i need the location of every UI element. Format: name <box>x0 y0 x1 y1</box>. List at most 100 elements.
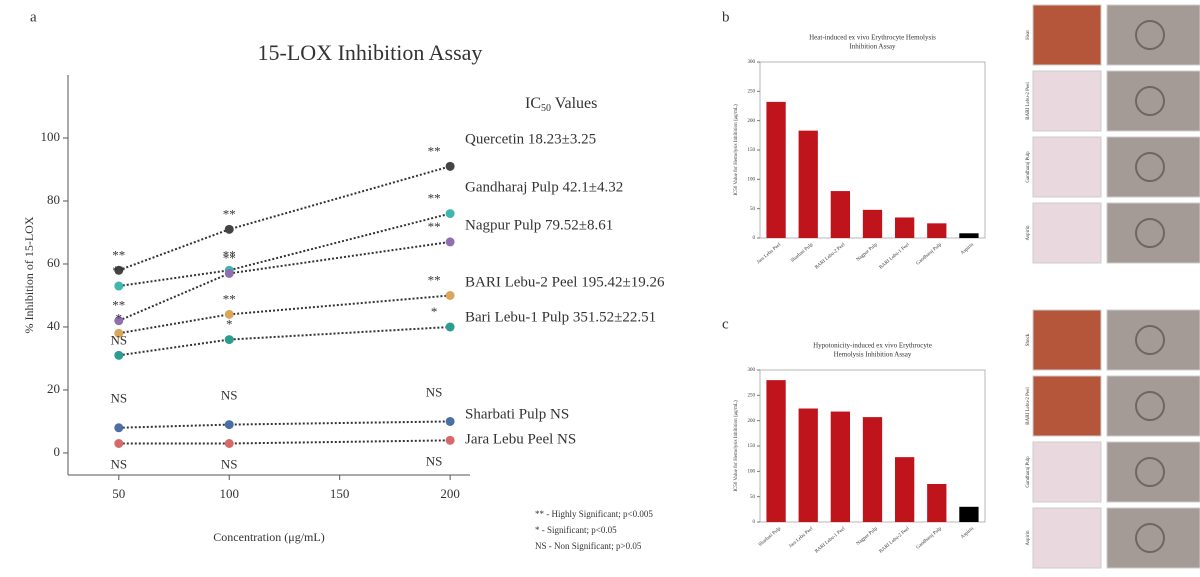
significance-label: NS <box>110 332 127 347</box>
data-point <box>114 439 123 448</box>
significance-label: ** <box>428 191 441 206</box>
micrograph-left <box>1033 442 1101 502</box>
chart-title: 15-LOX Inhibition Assay <box>258 40 483 65</box>
y-tick-label: 300 <box>748 368 756 373</box>
bar <box>799 409 818 522</box>
data-point <box>446 237 455 246</box>
significance-label: NS <box>110 391 127 406</box>
significance-label: NS <box>110 456 127 471</box>
micrograph-label: Aspirin <box>1026 530 1031 546</box>
micrograph-left <box>1033 376 1101 436</box>
significance-label: * <box>431 304 438 319</box>
significance-label: ** <box>223 291 236 306</box>
chart-title: Hemolysis Inhibition Assay <box>834 351 912 359</box>
bar <box>831 191 850 238</box>
legend-entry: Nagpur Pulp 79.52±8.61 <box>465 217 613 233</box>
y-tick-label: 20 <box>47 381 60 396</box>
micrograph-left <box>1033 203 1101 263</box>
significance-label: NS <box>221 456 238 471</box>
y-axis-label: % Inhibition of 15-LOX <box>22 216 36 333</box>
panel-label: c <box>722 316 729 332</box>
x-tick-label: 200 <box>440 486 460 501</box>
data-point <box>114 423 123 432</box>
legend-entry: Jara Lebu Peel NS <box>465 431 576 447</box>
micrograph-label: Aspirin <box>1026 225 1031 241</box>
significance-label: ** <box>223 250 236 265</box>
y-tick-label: 200 <box>748 119 756 124</box>
y-tick-label: 150 <box>748 148 756 153</box>
data-point <box>446 209 455 218</box>
significance-label: NS <box>426 453 443 468</box>
x-tick-label: 150 <box>330 486 350 501</box>
legend-entry: Quercetin 18.23±3.25 <box>465 131 596 147</box>
x-axis-label: Concentration (μg/mL) <box>213 530 324 544</box>
chart-title: Inhibition Assay <box>849 43 896 51</box>
significance-label: ** <box>223 206 236 221</box>
micrograph-right <box>1107 508 1200 568</box>
bar <box>863 210 882 238</box>
figure: a 15-LOX Inhibition Assay 0 20 40 60 80 100 50 10… <box>0 0 1200 577</box>
data-point <box>225 269 234 278</box>
y-tick-label: 50 <box>750 495 756 500</box>
y-tick-label: 40 <box>47 318 60 333</box>
micrograph-left <box>1033 137 1101 197</box>
footnote: NS - Non Significant; p>0.05 <box>535 541 642 551</box>
significance-label: ** <box>428 272 441 287</box>
y-tick-label: 250 <box>748 89 756 94</box>
bar <box>831 412 850 522</box>
micrograph-label: Gandharaj Pulp <box>1026 456 1031 488</box>
significance-label: ** <box>428 219 441 234</box>
data-point <box>225 439 234 448</box>
y-tick-label: 80 <box>47 192 60 207</box>
panel-label: b <box>722 9 730 25</box>
micrograph-left <box>1033 5 1101 65</box>
bar <box>895 217 914 238</box>
micrograph-left <box>1033 508 1101 568</box>
data-point <box>446 162 455 171</box>
chart-title: Heat-induced ex vivo Erythrocyte Hemolys… <box>809 34 936 42</box>
micrograph-label: Gandharaj Pulp <box>1026 151 1031 183</box>
micrograph-right <box>1107 203 1200 263</box>
legend-entry: BARI Lebu-2 Peel 195.42±19.26 <box>465 274 665 290</box>
legend-entry: Sharbati Pulp NS <box>465 406 569 422</box>
y-tick-label: 200 <box>748 419 756 424</box>
data-point <box>114 351 123 360</box>
legend-header-part: Values <box>551 95 597 112</box>
bar <box>927 223 946 238</box>
significance-label: ** <box>112 247 125 262</box>
micrograph-label: BARI Lebu-2 Peel <box>1026 387 1031 425</box>
bar <box>927 484 946 522</box>
panel-label: a <box>30 9 37 25</box>
micrograph-label: BARI Lebu-2 Peel <box>1026 82 1031 120</box>
micrograph-right <box>1107 5 1200 65</box>
bar <box>959 233 978 238</box>
bar <box>766 102 785 238</box>
legend-entry: Gandharaj Pulp 42.1±4.32 <box>465 179 623 195</box>
significance-label: ** <box>112 263 125 278</box>
footnote: * - Significant; p<0.05 <box>535 525 617 535</box>
chart-title: Hypotonicity-induced ex vivo Erythrocyte <box>813 342 932 350</box>
legend-header-part: IC <box>525 95 541 112</box>
y-axis-label: IC50 Value for Hemolysis Inhibition (μg/… <box>734 400 739 492</box>
legend-header-part: 50 <box>541 103 551 114</box>
significance-label: * <box>116 310 123 325</box>
data-point <box>225 225 234 234</box>
y-tick-label: 0 <box>54 444 61 459</box>
legend-header: IC50 Values <box>525 95 597 115</box>
micrograph-left <box>1033 310 1101 370</box>
y-tick-label: 250 <box>748 393 756 398</box>
bar <box>959 507 978 522</box>
y-tick-label: 150 <box>748 444 756 449</box>
significance-label: * <box>226 317 233 332</box>
y-tick-label: 100 <box>748 177 756 182</box>
micrograph-label: Shock <box>1026 333 1031 346</box>
bar <box>863 417 882 522</box>
data-point <box>225 420 234 429</box>
y-tick-label: 60 <box>47 255 60 270</box>
x-tick-label: 100 <box>219 486 239 501</box>
data-point <box>446 322 455 331</box>
micrograph-right <box>1107 442 1200 502</box>
bar <box>799 131 818 238</box>
significance-label: NS <box>426 384 443 399</box>
y-tick-label: 300 <box>748 60 756 65</box>
